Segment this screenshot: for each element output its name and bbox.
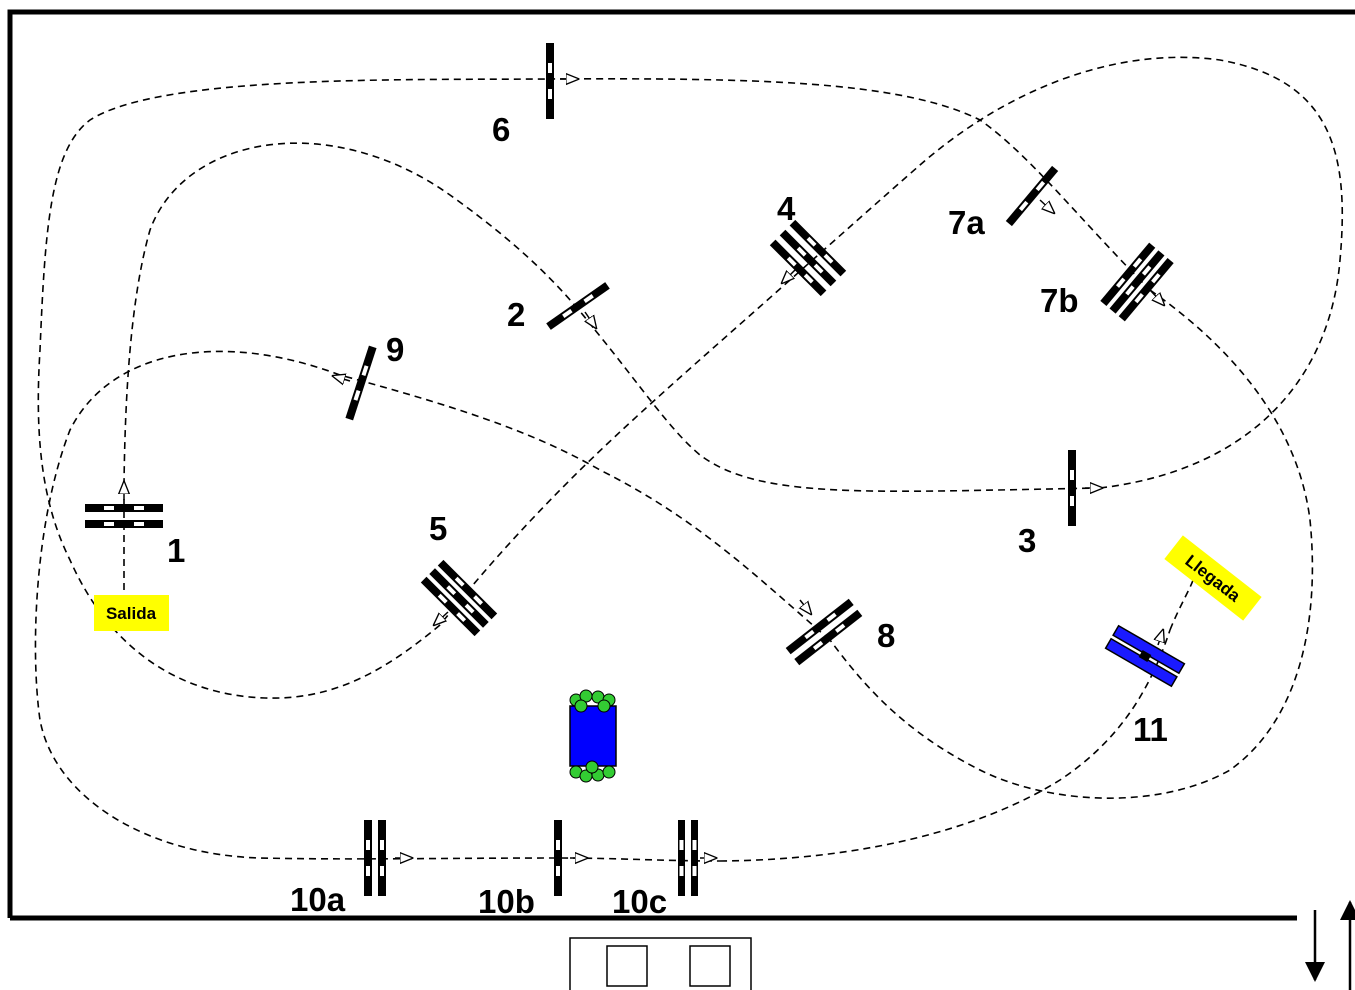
label-obstacle-3: 3 <box>1018 522 1036 559</box>
label-obstacle-4: 4 <box>777 190 796 227</box>
obstacle-11 <box>1104 624 1186 688</box>
obstacle-10a <box>364 820 386 896</box>
label-obstacle-11: 11 <box>1133 711 1168 748</box>
direction-arrows <box>124 79 1164 858</box>
arena-border <box>7 9 1355 921</box>
label-obstacle-10c: 10c <box>612 883 667 920</box>
obstacle-4 <box>769 219 847 297</box>
label-obstacle-9: 9 <box>386 331 404 368</box>
obstacle-9 <box>345 345 377 421</box>
label-obstacle-1: 1 <box>167 532 185 569</box>
obstacle-1 <box>85 504 163 528</box>
label-obstacle-10a: 10a <box>290 881 346 918</box>
judges-box <box>569 937 752 990</box>
finish-sign: Llegada <box>1164 535 1262 621</box>
obstacle-6 <box>546 43 554 119</box>
water-jump-decoration <box>569 689 617 783</box>
label-obstacle-5: 5 <box>429 510 447 547</box>
obstacle-10b <box>554 820 562 896</box>
label-obstacle-2: 2 <box>507 296 525 333</box>
obstacle-3 <box>1068 450 1076 526</box>
label-obstacle-10b: 10b <box>478 883 535 920</box>
obstacle-10c <box>678 820 698 896</box>
label-obstacle-7a: 7a <box>948 204 985 241</box>
obstacle-7b <box>1100 242 1174 322</box>
label-obstacle-8: 8 <box>877 617 895 654</box>
obstacle-5 <box>420 559 498 637</box>
start-label: Salida <box>106 604 157 623</box>
label-obstacle-7b: 7b <box>1040 282 1079 319</box>
label-obstacle-6: 6 <box>492 111 510 148</box>
obstacle-7a <box>1005 165 1059 227</box>
obstacle-8 <box>785 598 863 666</box>
entrance-arrows <box>1305 900 1355 990</box>
obstacle-2 <box>546 282 610 330</box>
course-route <box>34 56 1344 862</box>
start-sign: Salida <box>94 595 169 631</box>
